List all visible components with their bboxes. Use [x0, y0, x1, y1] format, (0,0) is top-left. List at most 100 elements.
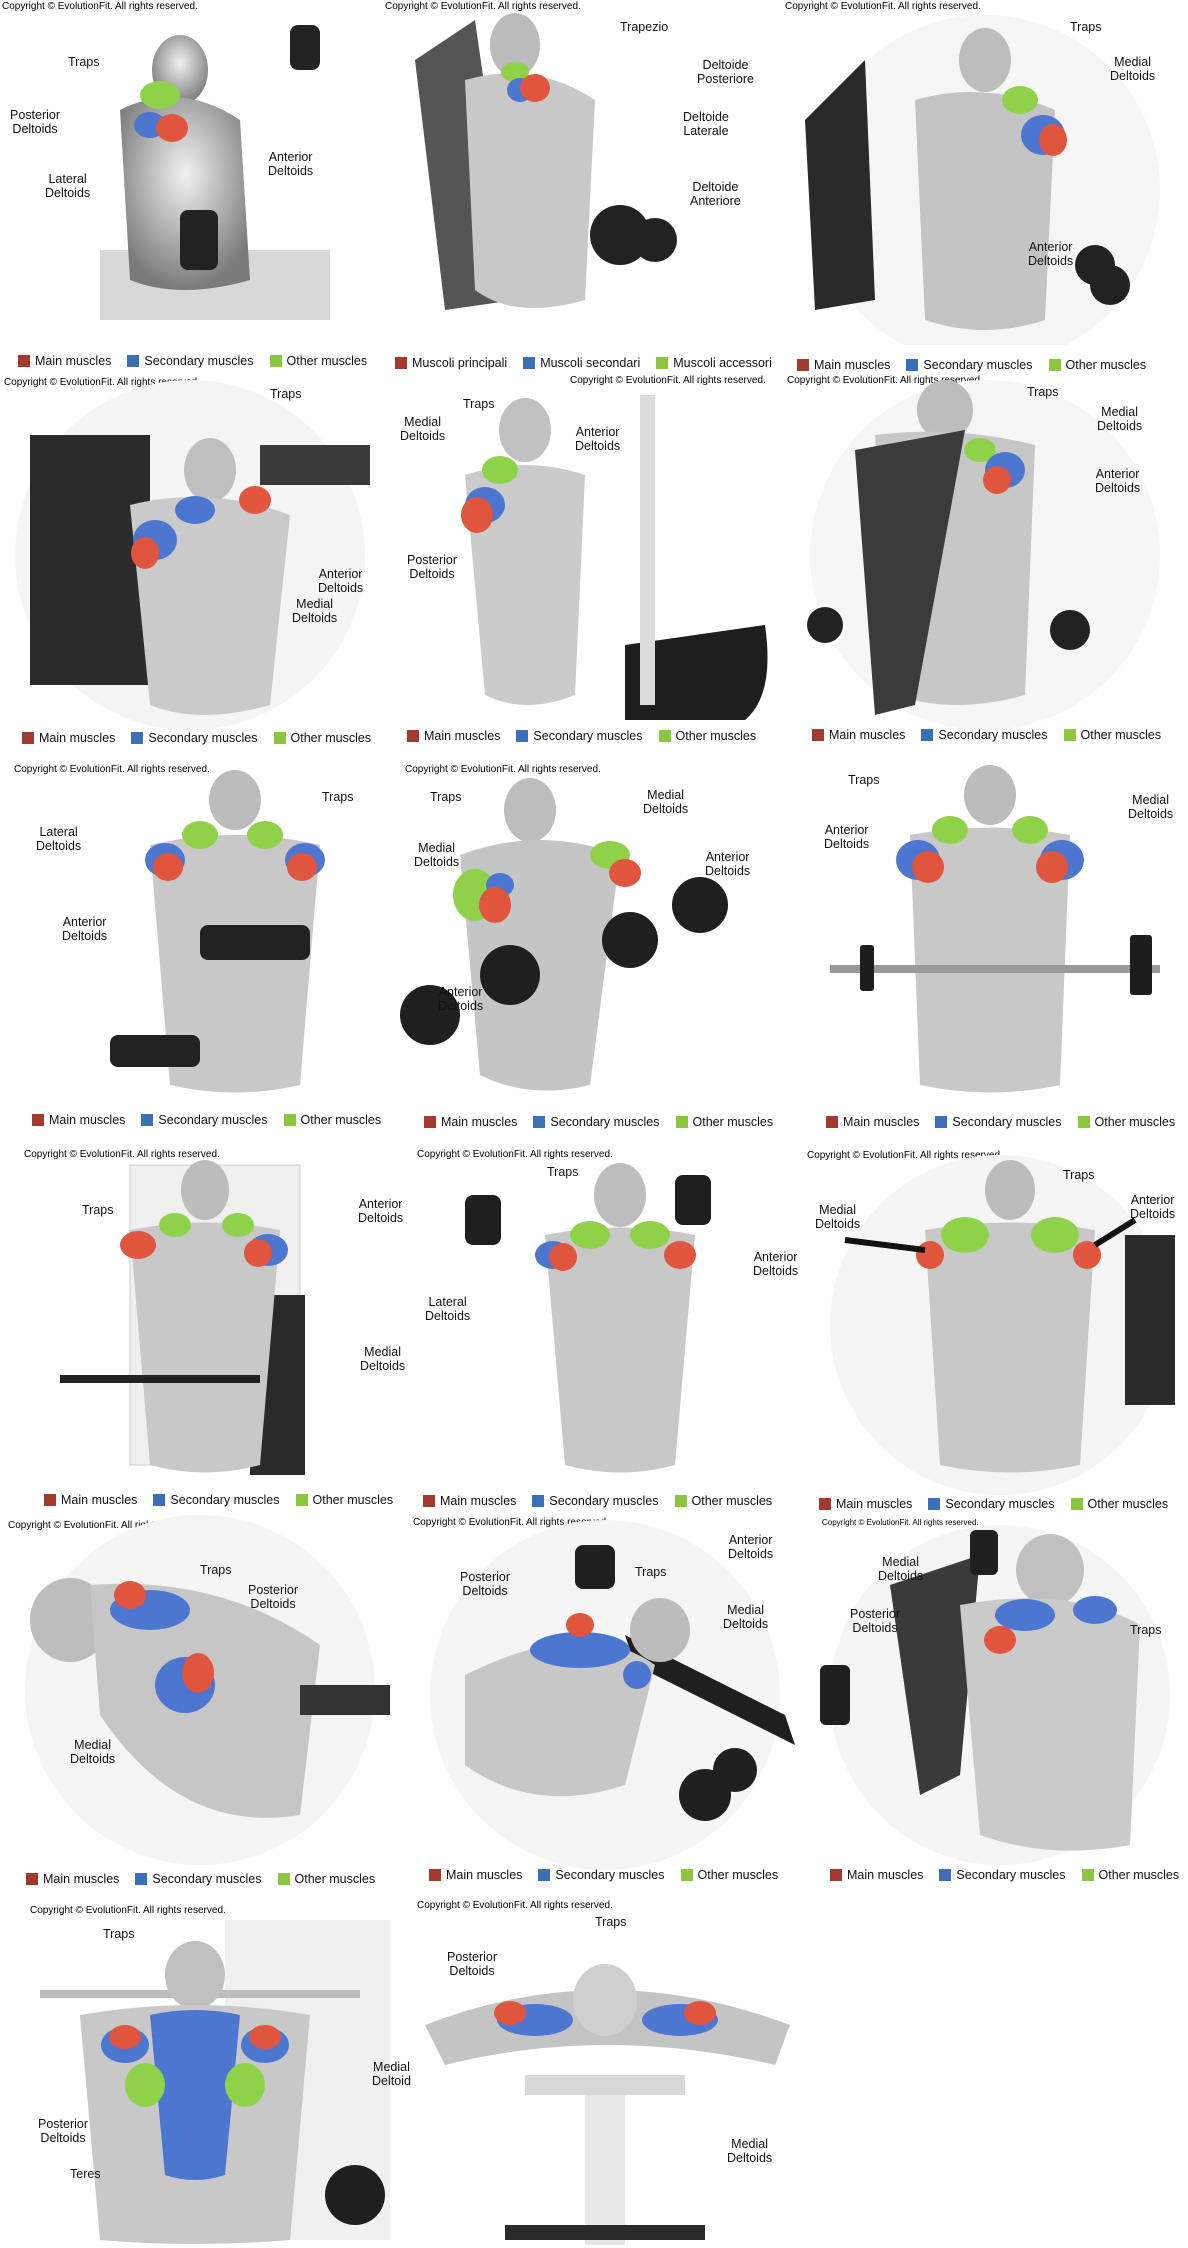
legend: Main muscles Secondary muscles Other mus… [44, 1493, 409, 1507]
muscle-label: Medial Deltoids [815, 1203, 861, 1231]
muscle-label: Medial Deltoids [292, 597, 338, 625]
legend-secondary: Secondary muscles [533, 1115, 660, 1129]
exercise-illustration [830, 765, 1160, 1093]
muscle-label: Anterior Deltoids [318, 567, 364, 595]
legend-other: Other muscles [1070, 1497, 1168, 1511]
legend-other: Other muscles [269, 354, 367, 368]
legend-secondary: Muscoli secondari [523, 356, 640, 370]
legend-secondary: Secondary muscles [516, 729, 643, 743]
copyright-text: Copyright © EvolutionFit. All rights res… [4, 377, 200, 388]
muscle-label: Traps [82, 1203, 114, 1217]
legend-secondary: Secondary muscles [538, 1868, 665, 1882]
exercise-panel-14: Copyright © EvolutionFit. All rights res… [405, 1515, 810, 1895]
muscle-label: Traps [848, 773, 880, 787]
muscle-label: Medial Deltoids [643, 788, 689, 816]
exercise-illustration [40, 1920, 390, 2244]
legend-other: Other muscles [277, 1872, 375, 1886]
legend: Main muscles Secondary muscles Other mus… [429, 1868, 794, 1882]
exercise-illustration [110, 770, 325, 1093]
exercise-illustration [461, 395, 768, 720]
exercise-panel-3: Copyright © EvolutionFit. All rights res… [785, 0, 1188, 375]
legend-secondary: Secondary muscles [921, 728, 1048, 742]
muscle-label: Lateral Deltoids [45, 172, 91, 200]
muscle-label: Traps [103, 1927, 135, 1941]
muscle-label: Anterior Deltoids [575, 425, 621, 453]
exercise-illustration [430, 1520, 795, 1870]
legend-main: Main muscles [18, 354, 111, 368]
legend-other: Other muscles [1063, 728, 1161, 742]
copyright-text: Copyright © EvolutionFit. All rights res… [405, 764, 601, 775]
exercise-panel-4: Copyright © EvolutionFit. All rights res… [0, 375, 395, 755]
exercise-panel-12: Copyright © EvolutionFit. All rights res… [805, 1135, 1188, 1515]
legend: Main muscles Secondary muscles Other mus… [830, 1868, 1188, 1882]
legend-main: Main muscles [797, 358, 890, 372]
legend: Main muscles Secondary muscles Other mus… [797, 358, 1162, 372]
copyright-text: Copyright © EvolutionFit. All rights res… [8, 1520, 204, 1531]
legend-main: Main muscles [819, 1497, 912, 1511]
legend-main: Main muscles [423, 1494, 516, 1508]
legend-main: Main muscles [26, 1872, 119, 1886]
exercise-illustration [25, 1515, 390, 1865]
copyright-text: Copyright © EvolutionFit. All rights res… [417, 1149, 613, 1160]
exercise-panel-9: Traps Anterior Deltoids Medial Deltoids … [800, 755, 1188, 1135]
exercise-illustration [805, 15, 1160, 345]
legend-other: Other muscles [680, 1868, 778, 1882]
copyright-text: Copyright © EvolutionFit. All rights res… [785, 1, 981, 12]
exercise-illustration [100, 25, 330, 320]
muscle-label: Posterior Deltoids [407, 553, 458, 581]
exercise-illustration [400, 778, 728, 1091]
muscle-label: Anterior Deltoids [1028, 240, 1074, 268]
copyright-text: Copyright © EvolutionFit. All rights res… [14, 764, 210, 775]
muscle-label: Anterior Deltoids [358, 1197, 404, 1225]
legend-main: Muscoli principali [395, 356, 507, 370]
muscle-label: Medial Deltoids [1110, 55, 1156, 83]
muscle-label: Traps [200, 1563, 232, 1577]
legend: Main muscles Secondary muscles Other mus… [424, 1115, 789, 1129]
legend-other: Other muscles [1048, 358, 1146, 372]
exercise-panel-11: Copyright © EvolutionFit. All rights res… [405, 1135, 805, 1515]
muscle-label: Medial Deltoids [414, 841, 460, 869]
muscle-label: Deltoide Laterale [683, 110, 729, 138]
muscle-label: Traps [463, 397, 495, 411]
legend: Main muscles Secondary muscles Other mus… [22, 731, 387, 745]
muscle-label: Traps [1130, 1623, 1162, 1637]
legend-secondary: Secondary muscles [939, 1868, 1066, 1882]
copyright-text: Copyright © EvolutionFit. All rights res… [2, 1, 198, 12]
muscle-label: Medial Deltoids [1128, 793, 1174, 821]
legend-main: Main muscles [407, 729, 500, 743]
muscle-label: Anterior Deltoids [824, 823, 870, 851]
legend-secondary: Secondary muscles [127, 354, 254, 368]
muscle-label: Traps [430, 790, 462, 804]
muscle-label: Lateral Deltoids [425, 1295, 471, 1323]
copyright-text: Copyright © EvolutionFit. All rights res… [385, 1, 581, 12]
legend-other: Other muscles [283, 1113, 381, 1127]
exercise-panel-6: Copyright © EvolutionFit. All rights res… [785, 375, 1188, 755]
exercise-illustration [415, 13, 677, 310]
muscle-label: Anterior Deltoids [705, 850, 751, 878]
legend-secondary: Secondary muscles [141, 1113, 268, 1127]
legend-other: Muscoli accessori [656, 356, 772, 370]
exercise-panel-10: Copyright © EvolutionFit. All rights res… [0, 1135, 405, 1515]
copyright-text: Copyright © EvolutionFit. All rights res… [417, 1900, 613, 1911]
copyright-text: Copyright © EvolutionFit. All rights res… [24, 1149, 220, 1160]
legend-secondary: Secondary muscles [906, 358, 1033, 372]
exercise-panel-16: Copyright © EvolutionFit. All rights res… [0, 1895, 411, 2248]
legend-other: Other muscles [675, 1115, 773, 1129]
legend-secondary: Secondary muscles [153, 1493, 280, 1507]
copyright-text: Copyright © EvolutionFit. All rights res… [570, 375, 766, 386]
muscle-label: Anterior Deltoids [1130, 1193, 1176, 1221]
legend-secondary: Secondary muscles [131, 731, 258, 745]
legend-other: Other muscles [674, 1494, 772, 1508]
muscle-label: Medial Deltoids [727, 2137, 773, 2165]
muscle-label: Posterior Deltoids [460, 1570, 511, 1598]
muscle-label: Medial Deltoids [360, 1345, 406, 1373]
legend-secondary: Secondary muscles [935, 1115, 1062, 1129]
legend: Main muscles Secondary muscles Other mus… [826, 1115, 1188, 1129]
legend: Muscoli principali Muscoli secondari Mus… [395, 356, 788, 370]
muscle-label: Teres [70, 2167, 101, 2181]
muscle-label: Medial Deltoids [1097, 405, 1143, 433]
exercise-illustration [15, 380, 370, 730]
muscle-label: Anterior Deltoids [753, 1250, 799, 1278]
muscle-label: Posterior Deltoids [38, 2117, 89, 2145]
muscle-label: Traps [595, 1915, 627, 1929]
